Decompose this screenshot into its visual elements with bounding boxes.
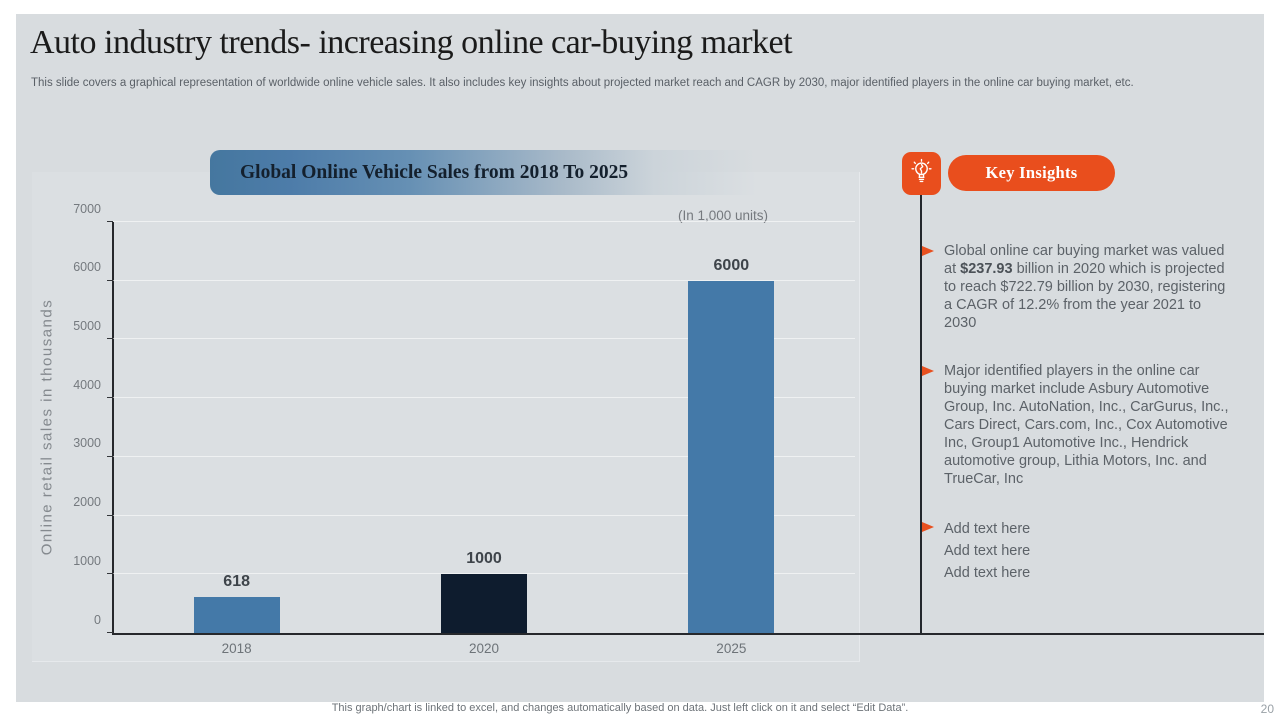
y-tick-label: 0 (94, 612, 101, 627)
x-tick-label: 2025 (716, 641, 747, 656)
gridline (113, 573, 855, 575)
key-insights-header: Key Insights (948, 155, 1115, 191)
gridline (113, 455, 855, 457)
y-tick-label: 5000 (73, 318, 101, 333)
bullet-arrow-icon (922, 366, 934, 376)
x-axis-line (112, 633, 1264, 635)
y-tick-mark (107, 279, 113, 281)
insight-item-major-players: Major identified players in the online c… (922, 362, 1248, 488)
insight-item-market-value: Global online car buying market was valu… (922, 242, 1248, 332)
insight-text: Major identified players in the online c… (944, 363, 1229, 487)
insights-icon-box (902, 152, 941, 195)
y-tick-label: 2000 (73, 495, 101, 510)
y-tick-mark (107, 573, 113, 575)
add-text-placeholder[interactable]: Add text here (944, 565, 1031, 581)
bar-2020 (441, 574, 527, 633)
y-axis-title: Online retail sales in thousands (38, 298, 56, 556)
bar-value-label: 618 (223, 572, 251, 590)
y-tick-label: 4000 (73, 377, 101, 392)
footer-note: This graph/chart is linked to excel, and… (331, 702, 909, 714)
gridline (113, 514, 855, 516)
bar-value-label: 6000 (713, 256, 750, 274)
y-tick-label: 6000 (73, 260, 101, 275)
units-note: (In 1,000 units) (678, 208, 769, 223)
insight1-post: billion in 2020 which is projected to re… (944, 261, 1226, 331)
add-text-placeholder[interactable]: Add text here (944, 521, 1031, 537)
insight-item-placeholders: Add text here Add text here Add text her… (922, 518, 1248, 584)
y-tick-mark (107, 455, 113, 457)
gridline (113, 279, 855, 281)
page-number: 20 (1260, 702, 1274, 716)
y-tick-mark (107, 514, 113, 516)
chart-title-banner: Global Online Vehicle Sales from 2018 To… (210, 150, 780, 195)
y-tick-mark (107, 632, 113, 633)
y-tick-mark (107, 338, 113, 340)
y-tick-label: 1000 (73, 553, 101, 568)
bar-2025 (688, 280, 775, 633)
bar-2018 (193, 596, 280, 633)
page-title: Auto industry trends- increasing online … (30, 24, 793, 61)
insight1-bold-value: $237.93 (960, 261, 1013, 277)
bullet-arrow-icon (922, 522, 934, 532)
x-tick-label: 2020 (468, 641, 500, 656)
plot-area: 0 1000 2000 3000 4000 5000 6000 7000 618 2018 1000… (73, 202, 855, 656)
gridline (113, 221, 855, 222)
insight-text: Global online car buying market was valu… (944, 242, 1236, 332)
bullet-arrow-icon (922, 246, 934, 256)
chart-title: Global Online Vehicle Sales from 2018 To… (240, 162, 629, 183)
slide: Auto industry trends- increasing online … (16, 14, 1264, 702)
x-tick-label: 2018 (221, 641, 252, 656)
page-subtitle: This slide covers a graphical representa… (31, 77, 1134, 89)
y-tick-label: 3000 (73, 436, 101, 451)
y-tick-label: 7000 (73, 201, 101, 216)
add-text-placeholder[interactable]: Add text here (944, 543, 1031, 559)
y-tick-mark (107, 221, 113, 222)
gridline (113, 338, 855, 340)
y-axis-line (112, 222, 114, 635)
gridline (113, 397, 855, 399)
bar-value-label: 1000 (466, 550, 502, 568)
key-insights-label: Key Insights (985, 163, 1078, 182)
y-tick-mark (107, 397, 113, 399)
insights-connector-line (920, 195, 922, 633)
insight1-pre: Global online car buying market was valu… (944, 243, 1225, 277)
lightbulb-icon (908, 156, 935, 192)
